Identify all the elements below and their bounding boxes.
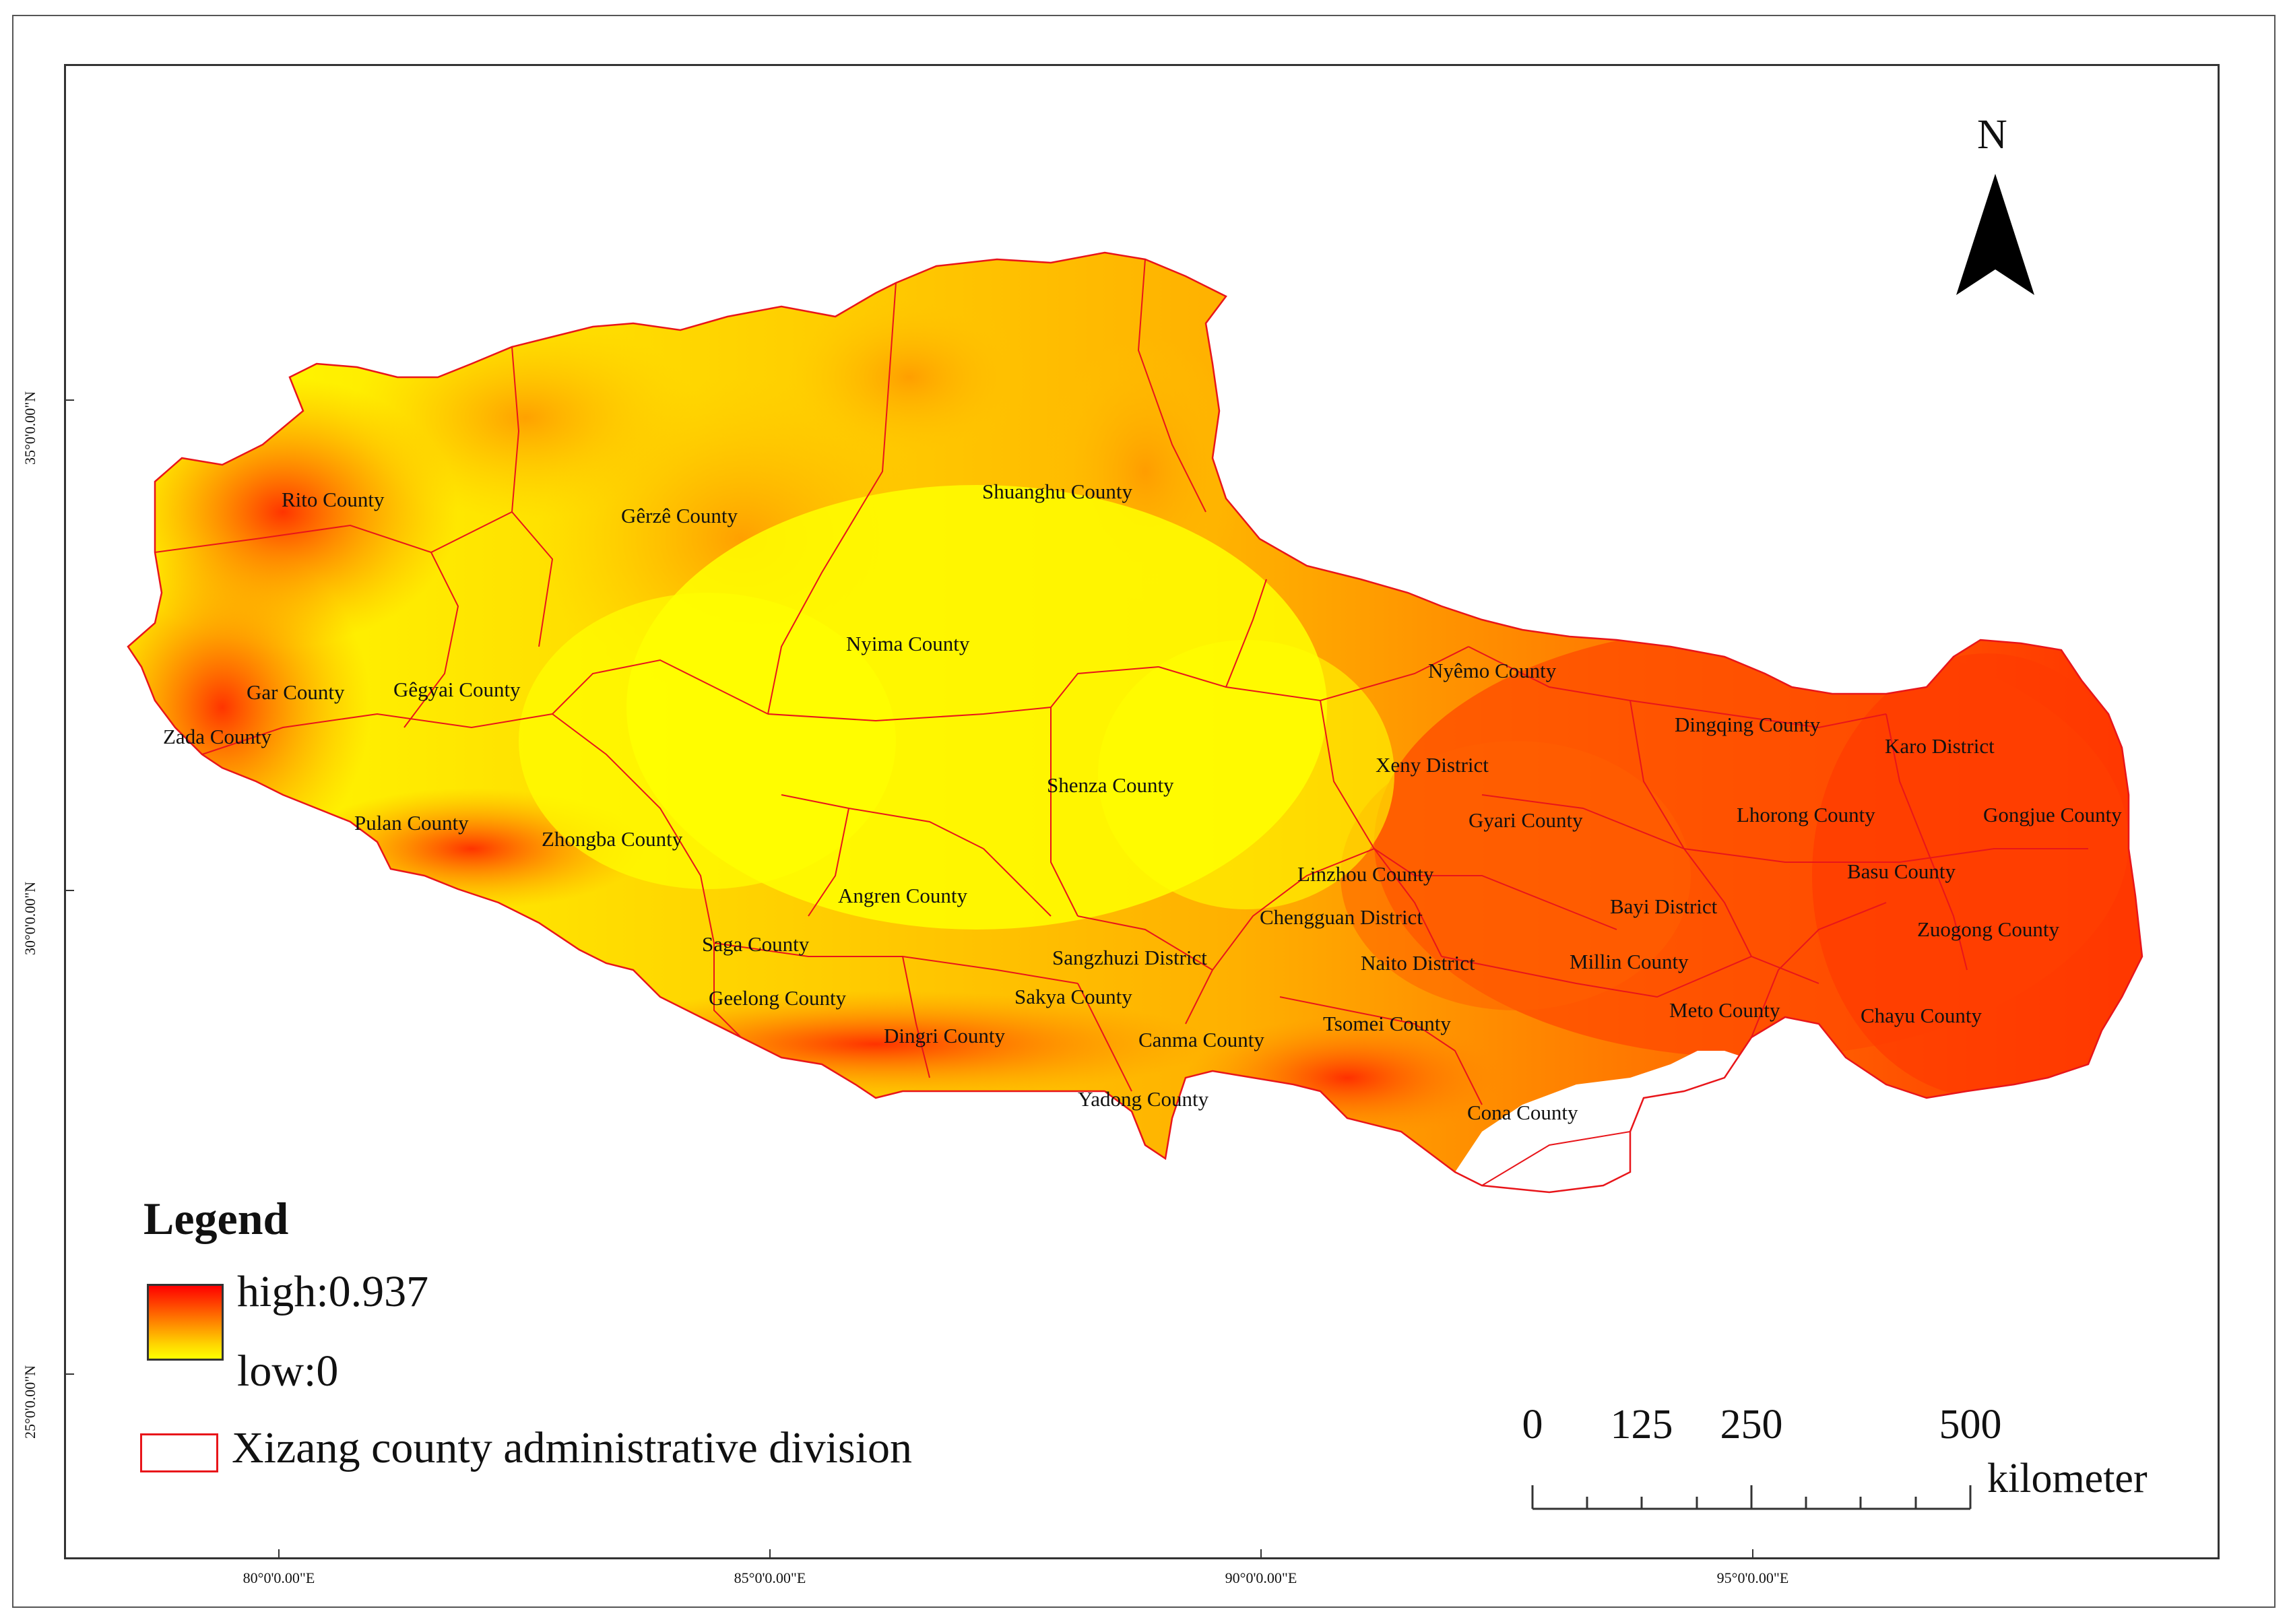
county-label: Chayu County (1861, 1004, 1982, 1027)
scale-tick-label: 500 (1939, 1402, 2002, 1448)
latitude-label: 25°0'0.00"N (22, 1365, 38, 1439)
county-label: Sangzhuzi District (1052, 946, 1207, 969)
county-boundaries (154, 259, 2088, 1186)
longitude-label: 95°0'0.00"E (1716, 1569, 1789, 1586)
scale-tick-label: 0 (1522, 1402, 1543, 1448)
county-label: Lhorong County (1737, 803, 1875, 826)
county-label: Yadong County (1078, 1087, 1209, 1111)
scale-bar (1531, 1485, 1972, 1510)
latitude-label: 35°0'0.00"N (22, 391, 38, 465)
county-label: Nyima County (846, 632, 970, 655)
county-label: Millin County (1570, 950, 1689, 973)
county-label: Dingqing County (1675, 713, 1821, 736)
scale-tick-label: 125 (1610, 1402, 1673, 1448)
county-label: Karo District (1885, 734, 1995, 758)
county-label: Meto County (1669, 998, 1780, 1022)
county-label: Xeny District (1376, 753, 1489, 777)
frame-ticks (64, 399, 1753, 1559)
county-label: Zhongba County (542, 827, 683, 851)
map-frame (64, 64, 2220, 1559)
county-label: Geelong County (709, 986, 847, 1010)
legend-gradient-swatch (147, 1284, 224, 1361)
county-label: Nyêmo County (1428, 659, 1557, 682)
scale-unit-label: kilometer (1987, 1456, 2148, 1501)
longitude-label: 90°0'0.00"E (1225, 1569, 1297, 1586)
north-arrow-icon (1956, 174, 2034, 295)
county-label: Cona County (1467, 1101, 1578, 1124)
suitability-raster (128, 253, 2142, 1192)
county-label: Zuogong County (1917, 917, 2059, 941)
legend-boundary-label: Xizang county administrative division (232, 1423, 912, 1472)
county-label: Zada County (163, 725, 271, 748)
county-label: Canma County (1138, 1028, 1264, 1051)
county-label: Gar County (247, 680, 345, 704)
county-label: Angren County (838, 884, 968, 907)
latitude-label: 30°0'0.00"N (22, 881, 38, 955)
county-label: Naito District (1361, 951, 1475, 975)
legend-high-label: high:0.937 (237, 1267, 429, 1316)
county-label: Shenza County (1047, 773, 1174, 797)
county-label: Rito County (282, 488, 385, 511)
legend-boundary-swatch (140, 1433, 218, 1472)
county-label: Shuanghu County (982, 480, 1133, 503)
county-label: Bayi District (1610, 895, 1718, 918)
longitude-label: 80°0'0.00"E (243, 1569, 315, 1586)
county-labels: Rito County Gêrzê County Shuanghu County… (163, 480, 2122, 1124)
blank-area (1455, 1017, 1819, 1192)
county-label: Saga County (702, 932, 810, 956)
county-label: Basu County (1847, 859, 1956, 883)
county-label: Dingri County (884, 1024, 1005, 1047)
north-label: N (1977, 112, 2007, 158)
county-label: Linzhou County (1297, 862, 1434, 886)
legend-title: Legend (143, 1193, 289, 1244)
county-label: Tsomei County (1323, 1012, 1451, 1035)
longitude-label: 85°0'0.00"E (734, 1569, 806, 1586)
county-label: Sakya County (1014, 985, 1132, 1008)
county-label: Gongjue County (1983, 803, 2122, 826)
scale-tick-label: 250 (1720, 1402, 1783, 1448)
county-label: Gêgyai County (393, 678, 521, 701)
county-label: Gêrzê County (621, 504, 738, 527)
county-label: Chengguan District (1260, 905, 1423, 929)
outer-frame (12, 15, 2276, 1608)
county-label: Gyari County (1469, 808, 1583, 832)
county-label: Pulan County (354, 811, 469, 835)
legend-low-label: low:0 (237, 1346, 339, 1396)
